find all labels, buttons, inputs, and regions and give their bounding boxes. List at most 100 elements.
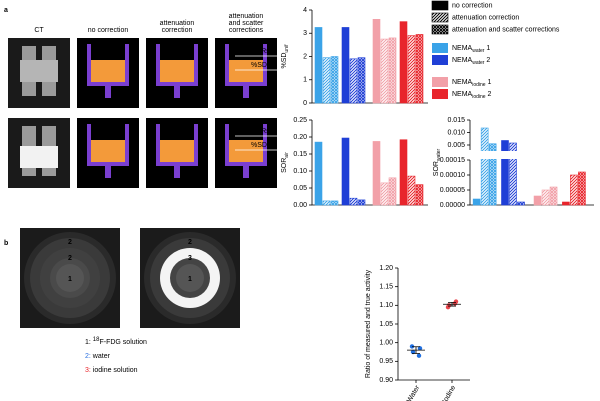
legend-swatch xyxy=(432,89,448,99)
bar xyxy=(330,200,339,206)
legend-label: attenuation and scatter corrections xyxy=(452,26,560,33)
text-part: 2 xyxy=(486,91,492,98)
y-tick-label: 1.00 xyxy=(379,340,393,347)
y-tick-label: 0.90 xyxy=(379,377,393,384)
bar xyxy=(570,174,578,206)
y-tick-label: 0.005 xyxy=(447,142,465,149)
bar xyxy=(314,141,323,206)
bar xyxy=(562,201,570,206)
pet-image xyxy=(77,118,139,188)
legend-label: NEMAiodine 2 xyxy=(452,91,492,100)
bar xyxy=(472,198,481,206)
bar xyxy=(388,37,397,104)
text-part: 2: xyxy=(85,353,91,360)
panel-label: a xyxy=(4,7,8,14)
pet-image xyxy=(146,38,208,108)
legend-item: 1: 18F-FDG solution xyxy=(85,337,147,346)
text-part: 1 xyxy=(486,79,492,86)
y-tick-label: 0.00005 xyxy=(440,187,465,194)
axis xyxy=(397,268,470,381)
region-label: 2 xyxy=(68,239,72,246)
y-tick-label: 2 xyxy=(303,53,307,60)
pet-image xyxy=(215,38,277,108)
bar xyxy=(357,57,366,104)
annotation: SORs xyxy=(251,128,270,135)
legend-label: NEMAwater 1 xyxy=(452,45,490,54)
text-part: water xyxy=(436,148,442,161)
text-part: SOR xyxy=(433,161,440,176)
text-part: water xyxy=(472,48,485,54)
y-tick-label: 1.10 xyxy=(379,302,393,309)
bar xyxy=(341,137,350,206)
region-label: 3 xyxy=(188,255,192,262)
bar xyxy=(341,27,350,104)
legend-swatch xyxy=(432,77,448,87)
pet-image xyxy=(146,118,208,188)
y-tick-label: 0.00010 xyxy=(440,172,465,179)
legend-swatch xyxy=(432,43,448,53)
legend-label: NEMAwater 2 xyxy=(452,57,490,66)
y-tick-label: 0.10 xyxy=(293,168,307,175)
y-tick-label: 0.010 xyxy=(447,129,465,136)
text-part: %SD xyxy=(251,62,267,69)
text-part: 18 xyxy=(93,337,100,343)
bar xyxy=(415,34,424,104)
y-tick-label: 0 xyxy=(303,100,307,107)
y-axis-label: Ratio of measured and true activity xyxy=(365,269,372,378)
text-part: %SD xyxy=(281,53,288,69)
image-header: attenuation correction xyxy=(160,20,195,34)
legend-swatch xyxy=(431,12,449,23)
bar xyxy=(533,195,542,206)
y-axis-label: SORwater xyxy=(433,148,442,176)
point xyxy=(446,303,452,308)
text-part: %SD xyxy=(251,142,267,149)
text-part: iodine xyxy=(472,94,486,100)
text-part: iodine xyxy=(472,82,486,88)
bar xyxy=(399,21,408,104)
legend-item: 2: water xyxy=(85,353,111,360)
text-part: 1 xyxy=(484,45,490,52)
y-tick-label: 0.00015 xyxy=(440,157,465,164)
legend-item: 3: iodine solution xyxy=(85,367,138,374)
bar xyxy=(399,139,408,206)
ct-image xyxy=(8,118,70,188)
bar xyxy=(372,18,381,104)
y-tick-label: 0.20 xyxy=(293,134,307,141)
y-tick-label: 0.15 xyxy=(293,151,307,158)
text-part: iodine solution xyxy=(93,367,138,374)
bar xyxy=(349,197,358,206)
legend-swatch xyxy=(431,0,449,11)
bar xyxy=(322,200,331,206)
text-part: water xyxy=(92,353,111,360)
annotation: SORs xyxy=(251,48,270,55)
point xyxy=(452,301,458,306)
legend-swatch xyxy=(431,24,449,35)
text-part: NEMA xyxy=(452,79,473,86)
bar xyxy=(372,141,381,206)
y-tick-label: 1.20 xyxy=(379,265,393,272)
axis-break xyxy=(468,151,594,159)
y-tick-label: 1.05 xyxy=(379,321,393,328)
legend-label: attenuation correction xyxy=(452,14,519,21)
text-part: unif xyxy=(267,65,276,71)
bar xyxy=(380,182,389,206)
image-header: no correction xyxy=(88,27,129,34)
region-label: 2 xyxy=(188,239,192,246)
y-tick-label: 0.00000 xyxy=(440,202,465,209)
text-part: 1: xyxy=(85,339,91,346)
bar xyxy=(322,57,331,104)
bar xyxy=(509,142,517,206)
bar xyxy=(388,177,397,206)
region-label: 1 xyxy=(188,276,192,283)
bar xyxy=(407,35,416,104)
text-part: NEMA xyxy=(452,45,473,52)
y-tick-label: 0.95 xyxy=(379,358,393,365)
bar xyxy=(541,189,550,206)
region-label: 2 xyxy=(68,255,72,262)
y-tick-label: 3 xyxy=(303,30,307,37)
legend-label: no correction xyxy=(452,2,493,9)
error-bar xyxy=(448,301,456,307)
text-part: unif xyxy=(284,44,290,53)
image-header: attenuation and scatter corrections xyxy=(229,13,264,34)
